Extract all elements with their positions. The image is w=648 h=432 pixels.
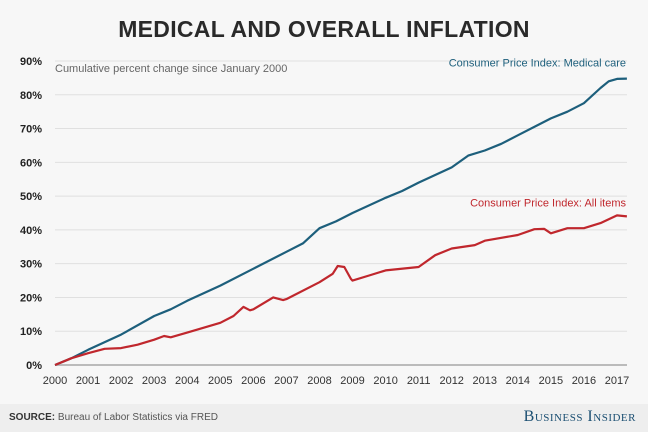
y-tick-label: 60% xyxy=(20,157,42,169)
x-tick-label: 2010 xyxy=(373,375,397,387)
x-tick-label: 2002 xyxy=(109,375,133,387)
x-tick-label: 2017 xyxy=(605,375,629,387)
x-tick-label: 2015 xyxy=(539,375,563,387)
series-label: Consumer Price Index: All items xyxy=(470,197,626,209)
y-tick-label: 50% xyxy=(20,191,42,203)
y-tick-label: 0% xyxy=(26,360,42,372)
source-note: SOURCE: Bureau of Labor Statistics via F… xyxy=(9,412,218,423)
chart-title: MEDICAL AND OVERALL INFLATION xyxy=(118,16,530,42)
series-label: Consumer Price Index: Medical care xyxy=(449,58,626,70)
line-chart: 0% 10% 20% 30% 40% 50% 60% 70% 80% 90% 2000 2001 200… xyxy=(20,56,629,387)
x-tick-label: 2016 xyxy=(572,375,596,387)
series-line-medical-care xyxy=(54,77,627,367)
y-tick-label: 80% xyxy=(20,90,42,102)
x-tick-label: 2009 xyxy=(340,375,364,387)
chart-subtitle: Cumulative percent change since January … xyxy=(55,63,287,75)
y-tick-label: 30% xyxy=(20,259,42,271)
footer: SOURCE: Bureau of Labor Statistics via F… xyxy=(0,404,648,432)
x-tick-label: 2008 xyxy=(307,375,331,387)
y-tick-label: 40% xyxy=(20,225,42,237)
x-tick-label: 2004 xyxy=(175,375,199,387)
source-text: Bureau of Labor Statistics via FRED xyxy=(55,412,218,423)
x-tick-label: 2014 xyxy=(506,375,530,387)
y-tick-label: 20% xyxy=(20,292,42,304)
x-tick-label: 2005 xyxy=(208,375,232,387)
series-line-all-items xyxy=(54,214,628,367)
x-tick-label: 2012 xyxy=(439,375,463,387)
y-tick-label: 70% xyxy=(20,124,42,136)
y-tick-label: 10% xyxy=(20,326,42,338)
x-tick-label: 2013 xyxy=(473,375,497,387)
x-tick-label: 2003 xyxy=(142,375,166,387)
x-tick-label: 2007 xyxy=(274,375,298,387)
x-tick-label: 2001 xyxy=(76,375,100,387)
y-tick-label: 90% xyxy=(20,56,42,68)
x-tick-label: 2000 xyxy=(43,375,67,387)
source-label: SOURCE: xyxy=(9,412,56,423)
x-tick-label: 2011 xyxy=(407,375,431,387)
x-tick-label: 2006 xyxy=(241,375,265,387)
business-insider-logo: Business Insider xyxy=(523,408,636,425)
